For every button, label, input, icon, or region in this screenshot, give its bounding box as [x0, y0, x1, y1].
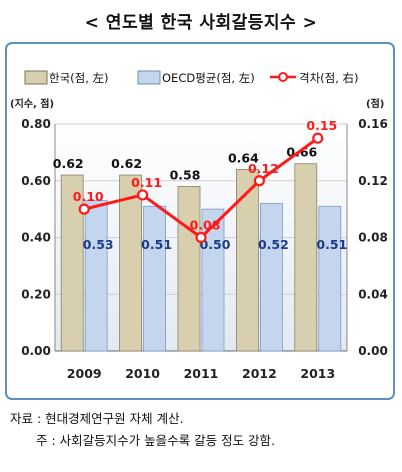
oecd-bar [259, 203, 283, 352]
left-tick-label: 0.80 [21, 117, 51, 131]
korea-data-label: 0.62 [53, 156, 84, 171]
legend-swatch-oecd [137, 70, 161, 85]
oecd-data-label: 0.53 [83, 237, 114, 252]
gap-data-label: 0.11 [131, 175, 162, 190]
x-tick-label: 2013 [300, 366, 335, 381]
left-tick-label: 0.00 [21, 344, 51, 358]
gap-data-label: 0.10 [73, 189, 104, 204]
right-tick-label: 0.08 [358, 231, 388, 245]
legend-marker-gap [278, 72, 288, 82]
gap-point [195, 231, 207, 244]
oecd-data-label: 0.50 [200, 237, 231, 252]
korea-bar [235, 168, 259, 352]
right-axis-label: (점) [366, 98, 384, 110]
oecd-bar [143, 205, 167, 352]
oecd-data-label: 0.51 [316, 237, 347, 252]
oecd-bar [84, 200, 108, 352]
korea-bar [119, 174, 142, 352]
korea-data-label: 0.58 [170, 167, 201, 182]
legend-label-oecd: OECD평균(점, 左) [162, 71, 255, 85]
gap-point [78, 203, 90, 215]
gap-point [312, 132, 324, 144]
footnote: 주 : 사회갈등지수가 높을수록 갈등 정도 강함. [36, 433, 276, 448]
oecd-data-label: 0.51 [141, 237, 172, 252]
chart-title: < 연도별 한국 사회갈등지수 > [84, 13, 318, 33]
right-tick-label: 0.16 [358, 117, 388, 131]
gap-data-label: 0.12 [248, 161, 279, 176]
x-tick-label: 2010 [125, 366, 160, 381]
left-tick-label: 0.20 [21, 287, 51, 301]
korea-bar [294, 163, 318, 352]
korea-bar [177, 186, 201, 352]
x-tick-label: 2012 [242, 366, 277, 381]
oecd-bar [318, 205, 342, 352]
gap-data-label: 0.15 [306, 118, 337, 133]
legend-swatch-korea [24, 70, 48, 85]
gap-point [253, 175, 265, 187]
korea-data-label: 0.64 [228, 150, 259, 165]
left-tick-label: 0.60 [21, 174, 51, 188]
right-tick-label: 0.12 [358, 174, 388, 188]
x-tick-label: 2009 [67, 366, 102, 381]
korea-data-label: 0.62 [111, 156, 142, 171]
right-tick-label: 0.04 [358, 287, 388, 301]
source-note: 자료 : 현대경제연구원 자체 계산. [10, 411, 184, 426]
legend-label-korea: 한국(점, 左) [49, 71, 109, 85]
left-axis-label: (지수, 점) [10, 97, 54, 110]
right-tick-label: 0.00 [358, 344, 388, 358]
x-tick-label: 2011 [184, 366, 219, 381]
gap-point [137, 189, 149, 201]
left-tick-label: 0.40 [21, 231, 51, 245]
oecd-bar [201, 208, 225, 352]
korea-bar [60, 174, 84, 352]
gap-data-label: 0.08 [190, 218, 221, 233]
oecd-data-label: 0.52 [258, 237, 289, 252]
legend-label-gap: 격차(점, 右) [299, 71, 359, 85]
